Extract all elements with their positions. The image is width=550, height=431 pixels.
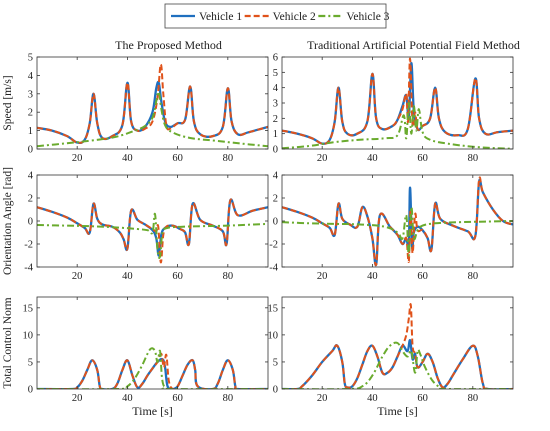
- y-tick-label: 15: [23, 303, 34, 314]
- legend-entry: Vehicle 3: [346, 11, 389, 23]
- y-tick-label: 5: [273, 357, 278, 368]
- series-line-vehicle-3: [37, 212, 268, 259]
- x-tick-label: 40: [367, 153, 378, 164]
- y-axis-label: Total Control Norm: [2, 297, 14, 388]
- y-tick-label: 10: [23, 330, 34, 341]
- x-tick-label: 20: [72, 393, 83, 404]
- y-tick-label: 6: [273, 53, 278, 64]
- x-tick-label: 20: [72, 153, 83, 164]
- y-tick-label: -4: [24, 263, 33, 274]
- x-tick-label: 80: [468, 271, 479, 282]
- y-tick-label: 2: [28, 194, 33, 205]
- y-tick-label: 5: [273, 68, 278, 79]
- chart-panel: 20 40 60 80 -4 -2 0 2 4 Orientation Angle [rad]: [2, 167, 269, 282]
- y-tick-label: 1: [28, 126, 33, 137]
- axes-frame: [281, 296, 514, 390]
- x-tick-label: 60: [172, 271, 183, 282]
- series-line-vehicle-2: [282, 176, 513, 267]
- x-tick-label: 60: [172, 393, 183, 404]
- y-tick-label: 15: [268, 303, 279, 314]
- y-tick-label: 10: [268, 330, 279, 341]
- y-tick-label: 5: [28, 357, 33, 368]
- y-tick-label: 2: [273, 114, 278, 125]
- y-tick-label: 4: [273, 83, 279, 94]
- series-line-vehicle-3: [282, 206, 513, 257]
- y-axis-label: Orientation Angle [rad]: [2, 167, 14, 275]
- chart-panel: 20 40 60 80 0 5 10 15 Time [s]: [268, 296, 514, 418]
- x-tick-label: 20: [317, 271, 328, 282]
- y-tick-label: -4: [269, 263, 278, 274]
- x-tick-label: 40: [367, 393, 378, 404]
- x-tick-label: 80: [223, 153, 234, 164]
- y-tick-label: 1: [273, 129, 278, 140]
- x-tick-label: 40: [122, 393, 133, 404]
- chart-panel: 20 40 60 80 0 5 10 15 Total Control Norm Time [s]: [2, 296, 269, 418]
- x-tick-label: 40: [122, 153, 133, 164]
- axes-frame: [36, 56, 269, 150]
- legend-box: [164, 3, 387, 29]
- x-tick-label: 20: [317, 153, 328, 164]
- chart-panel: 20 40 60 80 0 1 2 3 4 5 Speed [m/s]: [2, 53, 269, 164]
- column-title-proposed: The Proposed Method: [115, 38, 222, 52]
- y-axis-label: Speed [m/s]: [2, 75, 14, 130]
- axes-frame: [36, 296, 269, 390]
- x-tick-label: 80: [223, 271, 234, 282]
- legend: Vehicle 1 Vehicle 2 Vehicle 3: [164, 3, 390, 29]
- plot-area: [282, 57, 513, 149]
- series-line-vehicle-2: [37, 352, 268, 389]
- x-tick-label: 20: [317, 393, 328, 404]
- y-tick-label: 2: [273, 194, 278, 205]
- column-title-traditional: Traditional Artificial Potential Field M…: [307, 38, 520, 52]
- x-tick-label: 60: [172, 153, 183, 164]
- y-tick-label: -2: [24, 240, 33, 251]
- x-tick-label: 80: [468, 153, 479, 164]
- y-tick-label: 0: [28, 385, 33, 396]
- chart-panel: 20 40 60 80 -4 -2 0 2 4: [269, 171, 514, 282]
- x-tick-label: 80: [468, 393, 479, 404]
- y-tick-label: 0: [273, 145, 278, 156]
- series-line-vehicle-2: [282, 303, 513, 389]
- series-line-vehicle-2: [282, 57, 513, 145]
- x-tick-label: 40: [122, 271, 133, 282]
- x-tick-label: 40: [367, 271, 378, 282]
- chart-panel: 20 40 60 80 0 1 2 3 4 5 6: [273, 53, 514, 164]
- x-axis-label: Time [s]: [132, 404, 173, 418]
- y-tick-label: 0: [28, 217, 33, 228]
- y-tick-label: 4: [28, 171, 34, 182]
- x-tick-label: 20: [72, 271, 83, 282]
- x-axis-label: Time [s]: [377, 404, 418, 418]
- x-tick-label: 80: [223, 393, 234, 404]
- series-line-vehicle-3: [282, 101, 513, 149]
- y-tick-label: 3: [28, 89, 33, 100]
- plot-area: [37, 57, 268, 149]
- legend-entry: Vehicle 1: [199, 11, 242, 23]
- y-tick-label: 0: [273, 217, 278, 228]
- x-tick-label: 60: [417, 271, 428, 282]
- series-line-vehicle-3: [37, 90, 268, 148]
- x-tick-label: 60: [417, 153, 428, 164]
- plot-area: [37, 297, 268, 389]
- series-line-vehicle-3: [282, 341, 513, 389]
- y-tick-label: 0: [28, 145, 33, 156]
- y-tick-label: 5: [28, 53, 33, 64]
- series-line-vehicle-2: [37, 63, 268, 144]
- y-tick-label: 0: [273, 385, 278, 396]
- y-tick-label: 3: [273, 99, 278, 110]
- legend-entry: Vehicle 2: [273, 11, 316, 23]
- y-tick-label: 4: [28, 71, 34, 82]
- y-tick-label: 4: [273, 171, 279, 182]
- y-tick-label: -2: [269, 240, 278, 251]
- y-tick-label: 2: [28, 108, 33, 119]
- x-tick-label: 60: [417, 393, 428, 404]
